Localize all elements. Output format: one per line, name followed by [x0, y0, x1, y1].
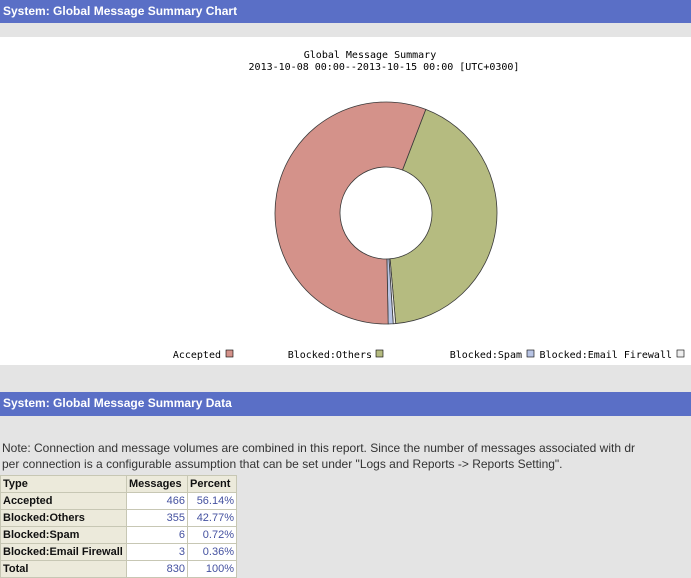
note-line-2: per connection is a configurable assumpt…: [2, 457, 563, 471]
pie-slice-blocked-others: [389, 108, 498, 325]
table-total-row: Total 830 100%: [0, 560, 237, 578]
row-messages-link[interactable]: 3: [126, 543, 188, 561]
donut-chart: Global Message Summary 2013-10-08 00:00-…: [173, 50, 685, 361]
data-section-header: System: Global Message Summary Data: [0, 392, 691, 416]
total-messages-link[interactable]: 830: [126, 560, 188, 578]
row-type: Blocked:Others: [0, 509, 127, 527]
table-row: Blocked:Spam 6 0.72%: [0, 526, 237, 544]
row-type: Blocked:Email Firewall: [0, 543, 127, 561]
row-percent: 42.77%: [187, 509, 237, 527]
row-messages-link[interactable]: 6: [126, 526, 188, 544]
row-messages-link[interactable]: 355: [126, 509, 188, 527]
data-section-title: System: Global Message Summary Data: [3, 396, 232, 410]
table-row: Blocked:Email Firewall 3 0.36%: [0, 543, 237, 561]
table-header-row: Type Messages Percent: [0, 475, 237, 493]
legend-swatch: [225, 349, 234, 358]
column-header-percent: Percent: [187, 475, 237, 493]
column-header-messages: Messages: [126, 475, 188, 493]
chart-section-title: System: Global Message Summary Chart: [3, 4, 238, 18]
chart-section-header: System: Global Message Summary Chart: [0, 0, 691, 23]
legend-label: Blocked:Others: [288, 350, 372, 361]
pie-slice-accepted: [274, 101, 427, 325]
summary-table: Type Messages Percent Accepted 466 56.14…: [0, 475, 237, 578]
row-percent: 0.36%: [187, 543, 237, 561]
note-line-1: Note: Connection and message volumes are…: [2, 441, 635, 455]
row-type: Blocked:Spam: [0, 526, 127, 544]
chart-panel: Global Message Summary 2013-10-08 00:00-…: [0, 37, 691, 365]
row-percent: 56.14%: [187, 492, 237, 510]
chart-title: Global Message Summary: [304, 50, 436, 61]
table-row: Blocked:Others 355 42.77%: [0, 509, 237, 527]
row-percent: 0.72%: [187, 526, 237, 544]
row-messages-link[interactable]: 466: [126, 492, 188, 510]
legend-swatch: [375, 349, 384, 358]
chart-subtitle: 2013-10-08 00:00--2013-10-15 00:00 [UTC+…: [249, 62, 520, 73]
legend-swatch: [676, 349, 685, 358]
legend-label: Blocked:Email Firewall: [540, 350, 672, 361]
row-type: Accepted: [0, 492, 127, 510]
total-percent: 100%: [187, 560, 237, 578]
column-header-type: Type: [0, 475, 127, 493]
legend-label: Blocked:Spam: [450, 350, 522, 361]
table-row: Accepted 466 56.14%: [0, 492, 237, 510]
report-note: Note: Connection and message volumes are…: [2, 440, 691, 472]
total-type: Total: [0, 560, 127, 578]
legend-label: Accepted: [173, 350, 221, 361]
legend-swatch: [526, 349, 535, 358]
